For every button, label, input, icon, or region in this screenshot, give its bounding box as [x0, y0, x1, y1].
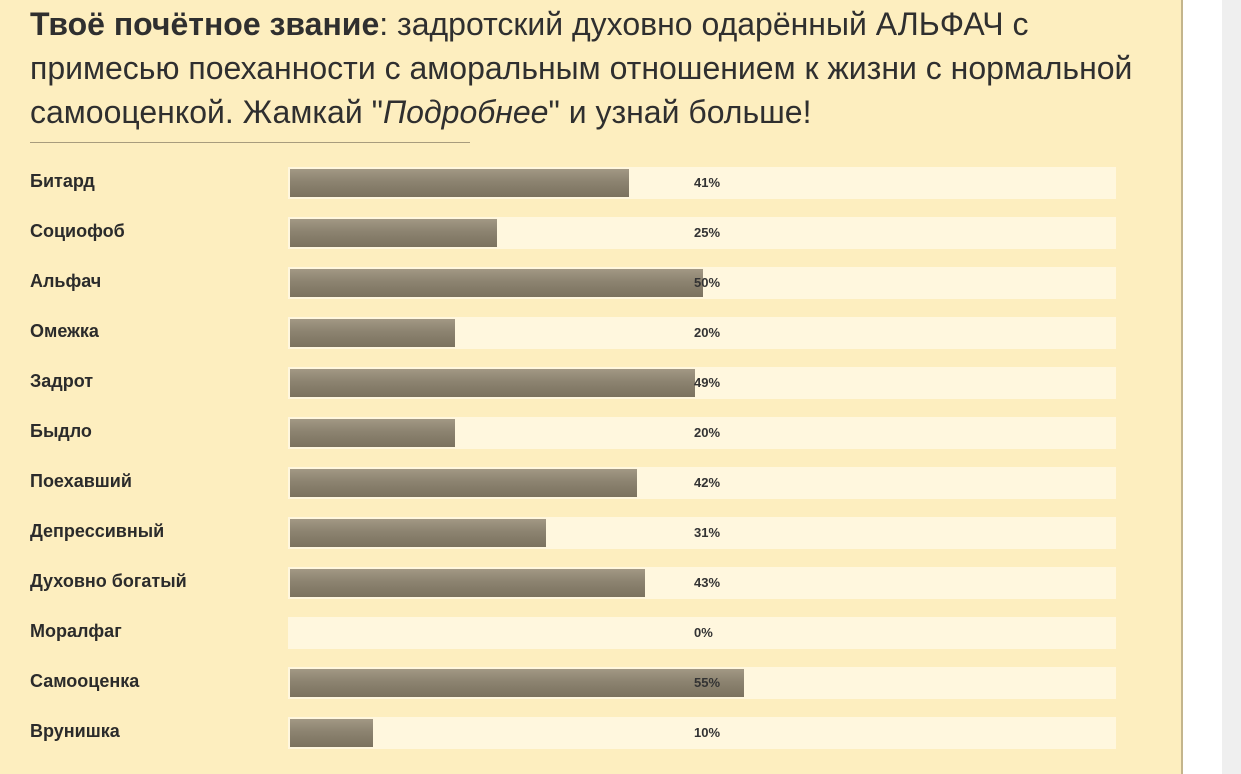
category-label: Самооценка — [30, 671, 140, 691]
bar-track: 10% — [288, 717, 1116, 749]
bar — [290, 519, 546, 547]
category-label: Моралфаг — [30, 621, 122, 641]
category-label: Врунишка — [30, 721, 120, 741]
more-link[interactable]: Подробнее — [382, 94, 549, 130]
title-bold: Твоё почётное звание — [30, 6, 380, 42]
chart-row: Битард 41% — [0, 165, 1183, 201]
category-label: Омежка — [30, 321, 99, 341]
bar-track: 20% — [288, 417, 1116, 449]
value-label: 55% — [694, 675, 721, 690]
title-divider — [30, 142, 470, 143]
category-label: Поехавший — [30, 471, 132, 491]
value-label: 50% — [694, 275, 721, 290]
result-panel: Твоё почётное звание: задротский духовно… — [0, 0, 1183, 774]
category-label: Социофоб — [30, 221, 125, 241]
bar-track: 20% — [288, 317, 1116, 349]
bar — [290, 469, 637, 497]
chart-row: Задрот 49% — [0, 365, 1183, 401]
bar-track: 43% — [288, 567, 1116, 599]
bar — [290, 269, 703, 297]
bar-track: 41% — [288, 167, 1116, 199]
chart-row: Омежка 20% — [0, 315, 1183, 351]
value-label: 20% — [694, 425, 721, 440]
bar — [290, 419, 455, 447]
bar-chart: Битард 41% Социофоб 25% Альфач 50% Омежка 20% За… — [0, 165, 1183, 751]
category-label: Быдло — [30, 421, 92, 441]
category-label: Битард — [30, 171, 95, 191]
title-text-1: : задротский духовно одарённый АЛЬФАЧ с … — [30, 6, 1133, 130]
bar-track: 49% — [288, 367, 1116, 399]
value-label: 25% — [694, 225, 721, 240]
bar — [290, 669, 744, 697]
chart-row: Быдло 20% — [0, 415, 1183, 451]
bar — [290, 169, 629, 197]
chart-row: Альфач 50% — [0, 265, 1183, 301]
chart-row: Врунишка 10% — [0, 715, 1183, 751]
chart-row: Самооценка 55% — [0, 665, 1183, 701]
value-label: 43% — [694, 575, 721, 590]
value-label: 0% — [694, 625, 713, 640]
bar — [290, 319, 455, 347]
bar — [290, 369, 695, 397]
bar — [290, 219, 497, 247]
value-label: 41% — [694, 175, 721, 190]
bar-track: 31% — [288, 517, 1116, 549]
value-label: 10% — [694, 725, 721, 740]
category-label: Задрот — [30, 371, 94, 391]
bar-track: 0% — [288, 617, 1116, 649]
bar-track: 42% — [288, 467, 1116, 499]
bar-track: 25% — [288, 217, 1116, 249]
chart-row: Духовно богатый 43% — [0, 565, 1183, 601]
chart-row: Поехавший 42% — [0, 465, 1183, 501]
value-label: 49% — [694, 375, 721, 390]
chart-row: Моралфаг 0% — [0, 615, 1183, 651]
category-label: Духовно богатый — [30, 571, 187, 591]
value-label: 20% — [694, 325, 721, 340]
page-scroll-area — [1222, 0, 1241, 774]
chart-row: Депрессивный 31% — [0, 515, 1183, 551]
chart-row: Социофоб 25% — [0, 215, 1183, 251]
bar — [290, 719, 373, 747]
category-label: Депрессивный — [30, 521, 165, 541]
bar-track: 50% — [288, 267, 1116, 299]
value-label: 31% — [694, 525, 721, 540]
value-label: 42% — [694, 475, 721, 490]
result-title: Твоё почётное звание: задротский духовно… — [30, 2, 1160, 134]
bar-track: 55% — [288, 667, 1116, 699]
title-text-2: " и узнай больше! — [548, 94, 812, 130]
bar — [290, 569, 645, 597]
category-label: Альфач — [30, 271, 102, 291]
